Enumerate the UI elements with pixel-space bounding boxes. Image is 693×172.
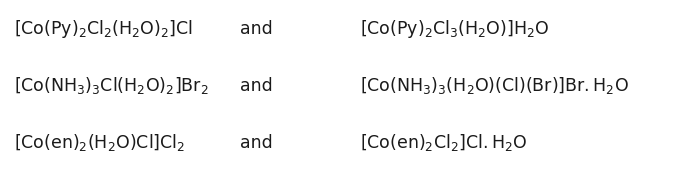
Text: $\mathrm{[Co(en)_2Cl_2]Cl.H_2O}$: $\mathrm{[Co(en)_2Cl_2]Cl.H_2O}$ (360, 132, 528, 153)
Text: $\mathrm{[Co(NH_3)_3(H_2O)(Cl)(Br)]Br.H_2O}$: $\mathrm{[Co(NH_3)_3(H_2O)(Cl)(Br)]Br.H_… (360, 76, 629, 96)
Text: and: and (240, 134, 273, 152)
Text: and: and (240, 20, 273, 38)
Text: $\mathrm{[Co(Py)_2Cl_2(H_2O)_2]Cl}$: $\mathrm{[Co(Py)_2Cl_2(H_2O)_2]Cl}$ (14, 18, 193, 40)
Text: $\mathrm{[Co(NH_3)_3Cl(H_2O)_2]Br_2}$: $\mathrm{[Co(NH_3)_3Cl(H_2O)_2]Br_2}$ (14, 76, 209, 96)
Text: and: and (240, 77, 273, 95)
Text: $\mathrm{[Co(en)_2(H_2O)Cl]Cl_2}$: $\mathrm{[Co(en)_2(H_2O)Cl]Cl_2}$ (14, 132, 185, 153)
Text: $\mathrm{[Co(Py)_2Cl_3(H_2O)]H_2O}$: $\mathrm{[Co(Py)_2Cl_3(H_2O)]H_2O}$ (360, 18, 550, 40)
